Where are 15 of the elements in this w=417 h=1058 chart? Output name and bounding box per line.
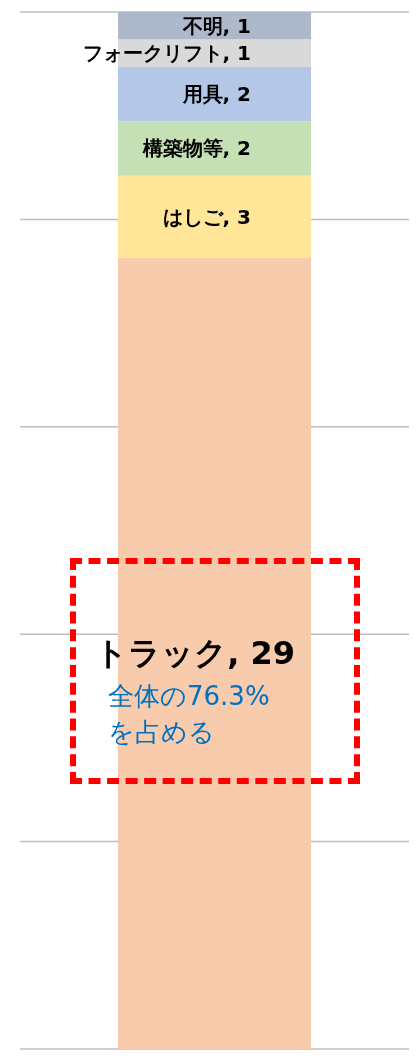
data-label: , 2 [222,136,251,161]
series-label: トラック [95,634,228,673]
series-label: 不明 [181,13,223,38]
bar [118,175,311,258]
bar [118,39,311,67]
series-label: 用具 [181,81,223,106]
series-label: はしご [162,204,224,229]
annotation: 全体の76.3%を占める [108,680,271,749]
series-label: フォークリフト [82,40,223,65]
data-label: , 2 [222,81,251,106]
series-label: 構築物等 [141,136,223,161]
data-label: , 1 [222,40,251,65]
data-label: , 1 [222,13,251,38]
bar [118,66,311,122]
data-label: , 29 [227,634,296,673]
